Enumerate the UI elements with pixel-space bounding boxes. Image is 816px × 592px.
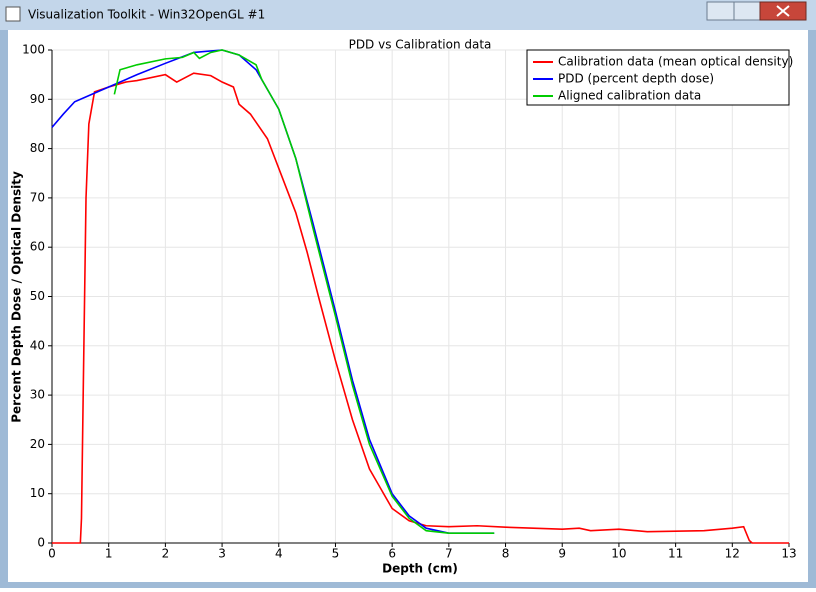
y-tick-label: 30	[30, 388, 45, 402]
legend-label: PDD (percent depth dose)	[558, 72, 714, 86]
x-tick-label: 3	[218, 547, 226, 561]
client-area	[8, 30, 808, 582]
y-tick-label: 0	[37, 536, 45, 550]
x-tick-label: 7	[445, 547, 453, 561]
y-tick-label: 60	[30, 240, 45, 254]
x-tick-label: 13	[781, 547, 796, 561]
y-tick-label: 80	[30, 141, 45, 155]
x-tick-label: 9	[558, 547, 566, 561]
y-tick-label: 90	[30, 92, 45, 106]
y-tick-label: 70	[30, 190, 45, 204]
legend-label: Aligned calibration data	[558, 89, 701, 103]
series-line	[113, 49, 495, 534]
x-tick-label: 6	[388, 547, 396, 561]
plot: 0 1 2 3 4 5 6 7 8 9 10 11 12 130102030405060708090100…	[22, 43, 797, 561]
x-tick-label: 4	[275, 547, 283, 561]
app-icon	[5, 6, 21, 22]
y-axis-label: Percent Depth Dose / Optical Density	[10, 171, 24, 423]
window-title: Visualization Toolkit - Win32OpenGL #1	[28, 8, 265, 22]
y-tick-label: 40	[30, 338, 45, 352]
x-tick-label: 5	[332, 547, 340, 561]
y-tick-label: 10	[30, 486, 45, 500]
x-tick-label: 2	[162, 547, 170, 561]
legend-label: Calibration data (mean optical density)	[558, 55, 793, 69]
x-tick-label: 1	[105, 547, 113, 561]
x-axis-label: Depth (cm)	[382, 562, 458, 576]
legend-box	[526, 49, 790, 106]
x-tick-label: 12	[725, 547, 740, 561]
title-bar	[0, 0, 816, 30]
minimize-button[interactable]	[706, 1, 735, 21]
y-tick-label: 100	[22, 43, 45, 57]
y-tick-label: 50	[30, 289, 45, 303]
close-icon	[776, 5, 790, 17]
chart-title: PDD vs Calibration data	[349, 38, 492, 52]
maximize-button[interactable]	[733, 1, 761, 21]
y-tick-label: 20	[30, 437, 45, 451]
x-tick-label: 0	[48, 547, 56, 561]
x-tick-label: 8	[502, 547, 510, 561]
x-tick-label: 11	[668, 547, 683, 561]
x-tick-label: 10	[611, 547, 626, 561]
